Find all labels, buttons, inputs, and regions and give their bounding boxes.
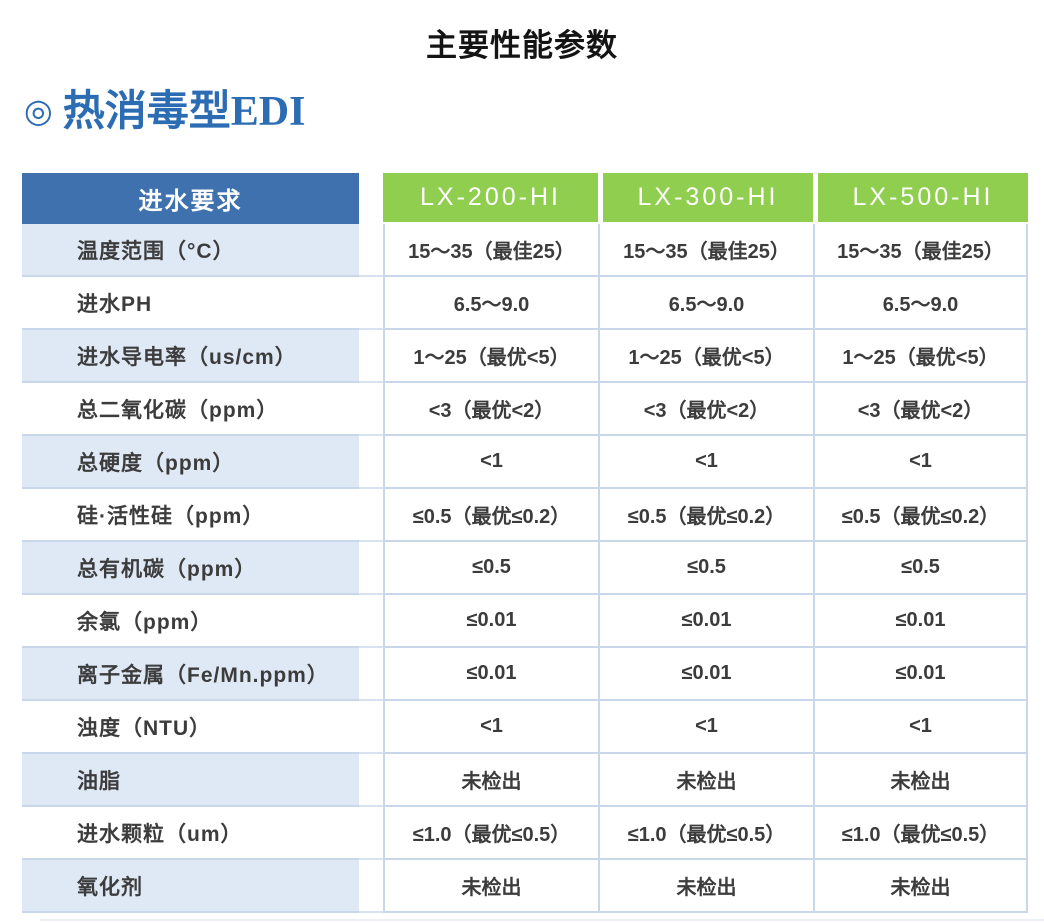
table-row: 浊度（NTU） <1 <1 <1 bbox=[22, 701, 1028, 755]
row-value: ≤0.5 bbox=[813, 542, 1028, 596]
row-label: 氧化剂 bbox=[22, 860, 359, 914]
row-value: ≤1.0（最优≤0.5） bbox=[598, 807, 813, 861]
table-row: 总硬度（ppm） <1 <1 <1 bbox=[22, 436, 1028, 490]
row-value: ≤1.0（最优≤0.5） bbox=[813, 807, 1028, 861]
row-value: <1 bbox=[598, 436, 813, 490]
column-header-requirements: 进水要求 bbox=[22, 173, 359, 225]
row-value: <3（最优<2） bbox=[383, 383, 598, 437]
table-row: 进水颗粒（um） ≤1.0（最优≤0.5） ≤1.0（最优≤0.5） ≤1.0（… bbox=[22, 807, 1028, 861]
page-title: 主要性能参数 bbox=[426, 28, 618, 63]
row-gutter bbox=[359, 754, 383, 808]
table-body: 温度范围（°C） 15～35（最佳25） 15～35（最佳25） 15～35（最… bbox=[22, 224, 1028, 914]
row-value: <1 bbox=[383, 436, 598, 490]
row-value: 未检出 bbox=[813, 754, 1028, 808]
row-value: 1～25（最优<5） bbox=[598, 330, 813, 384]
row-value: ≤0.01 bbox=[813, 648, 1028, 702]
row-label: 硅·活性硅（ppm） bbox=[22, 489, 359, 543]
section-title: ◎ 热消毒型EDI bbox=[24, 89, 1044, 135]
table-row: 温度范围（°C） 15～35（最佳25） 15～35（最佳25） 15～35（最… bbox=[22, 224, 1028, 278]
row-gutter bbox=[359, 330, 383, 384]
row-label: 进水导电率（us/cm） bbox=[22, 330, 359, 384]
row-label: 总有机碳（ppm） bbox=[22, 542, 359, 596]
column-header-model: LX-200-HI bbox=[383, 173, 598, 225]
section-bullet-icon: ◎ bbox=[24, 94, 53, 130]
row-value: ≤0.5 bbox=[598, 542, 813, 596]
performance-table: 进水要求 LX-200-HI LX-300-HI LX-500-HI 温度范围（… bbox=[22, 173, 1028, 914]
row-gutter bbox=[359, 489, 383, 543]
row-label: 进水PH bbox=[22, 277, 359, 331]
row-value: 未检出 bbox=[598, 860, 813, 914]
column-header-gutter bbox=[359, 173, 383, 225]
row-value: 未检出 bbox=[383, 860, 598, 914]
row-label: 余氯（ppm） bbox=[22, 595, 359, 649]
section-title-label: 热消毒型EDI bbox=[62, 89, 306, 135]
table-row: 硅·活性硅（ppm） ≤0.5（最优≤0.2） ≤0.5（最优≤0.2） ≤0.… bbox=[22, 489, 1028, 543]
row-value: ≤0.01 bbox=[383, 648, 598, 702]
row-gutter bbox=[359, 542, 383, 596]
row-value: ≤0.5 bbox=[383, 542, 598, 596]
row-value: ≤0.01 bbox=[598, 595, 813, 649]
row-label: 温度范围（°C） bbox=[22, 224, 359, 278]
column-header-model: LX-300-HI bbox=[598, 173, 813, 225]
row-value: <1 bbox=[813, 436, 1028, 490]
row-value: 6.5～9.0 bbox=[598, 277, 813, 331]
table-row: 进水导电率（us/cm） 1～25（最优<5） 1～25（最优<5） 1～25（… bbox=[22, 330, 1028, 384]
table-row: 总二氧化碳（ppm） <3（最优<2） <3（最优<2） <3（最优<2） bbox=[22, 383, 1028, 437]
row-value: 15～35（最佳25） bbox=[598, 224, 813, 278]
row-gutter bbox=[359, 224, 383, 278]
row-value: ≤0.5（最优≤0.2） bbox=[383, 489, 598, 543]
table-row: 油脂 未检出 未检出 未检出 bbox=[22, 754, 1028, 808]
row-gutter bbox=[359, 807, 383, 861]
row-gutter bbox=[359, 436, 383, 490]
row-value: ≤0.01 bbox=[813, 595, 1028, 649]
table-row: 进水PH 6.5～9.0 6.5～9.0 6.5～9.0 bbox=[22, 277, 1028, 331]
row-value: 15～35（最佳25） bbox=[813, 224, 1028, 278]
row-value: ≤0.5（最优≤0.2） bbox=[813, 489, 1028, 543]
row-label: 离子金属（Fe/Mn.ppm） bbox=[22, 648, 359, 702]
column-header-model: LX-500-HI bbox=[813, 173, 1028, 225]
row-value: <1 bbox=[813, 701, 1028, 755]
table-bottom-shadow bbox=[40, 919, 1044, 922]
row-gutter bbox=[359, 860, 383, 914]
row-label: 浊度（NTU） bbox=[22, 701, 359, 755]
row-value: 未检出 bbox=[383, 754, 598, 808]
row-gutter bbox=[359, 648, 383, 702]
row-gutter bbox=[359, 277, 383, 331]
table-header-row: 进水要求 LX-200-HI LX-300-HI LX-500-HI bbox=[22, 173, 1028, 225]
table-row: 离子金属（Fe/Mn.ppm） ≤0.01 ≤0.01 ≤0.01 bbox=[22, 648, 1028, 702]
row-value: 15～35（最佳25） bbox=[383, 224, 598, 278]
row-value: 6.5～9.0 bbox=[383, 277, 598, 331]
row-value: 未检出 bbox=[598, 754, 813, 808]
row-value: <1 bbox=[598, 701, 813, 755]
table-row: 氧化剂 未检出 未检出 未检出 bbox=[22, 860, 1028, 914]
row-value: 未检出 bbox=[813, 860, 1028, 914]
row-value: ≤0.01 bbox=[598, 648, 813, 702]
row-gutter bbox=[359, 383, 383, 437]
row-gutter bbox=[359, 701, 383, 755]
row-value: ≤1.0（最优≤0.5） bbox=[383, 807, 598, 861]
table-row: 总有机碳（ppm） ≤0.5 ≤0.5 ≤0.5 bbox=[22, 542, 1028, 596]
row-value: 1～25（最优<5） bbox=[383, 330, 598, 384]
row-value: <1 bbox=[383, 701, 598, 755]
row-label: 总二氧化碳（ppm） bbox=[22, 383, 359, 437]
row-value: <3（最优<2） bbox=[813, 383, 1028, 437]
row-label: 油脂 bbox=[22, 754, 359, 808]
row-value: ≤0.01 bbox=[383, 595, 598, 649]
row-value: 6.5～9.0 bbox=[813, 277, 1028, 331]
row-gutter bbox=[359, 595, 383, 649]
row-label: 进水颗粒（um） bbox=[22, 807, 359, 861]
row-label: 总硬度（ppm） bbox=[22, 436, 359, 490]
row-value: ≤0.5（最优≤0.2） bbox=[598, 489, 813, 543]
row-value: <3（最优<2） bbox=[598, 383, 813, 437]
row-value: 1～25（最优<5） bbox=[813, 330, 1028, 384]
table-row: 余氯（ppm） ≤0.01 ≤0.01 ≤0.01 bbox=[22, 595, 1028, 649]
